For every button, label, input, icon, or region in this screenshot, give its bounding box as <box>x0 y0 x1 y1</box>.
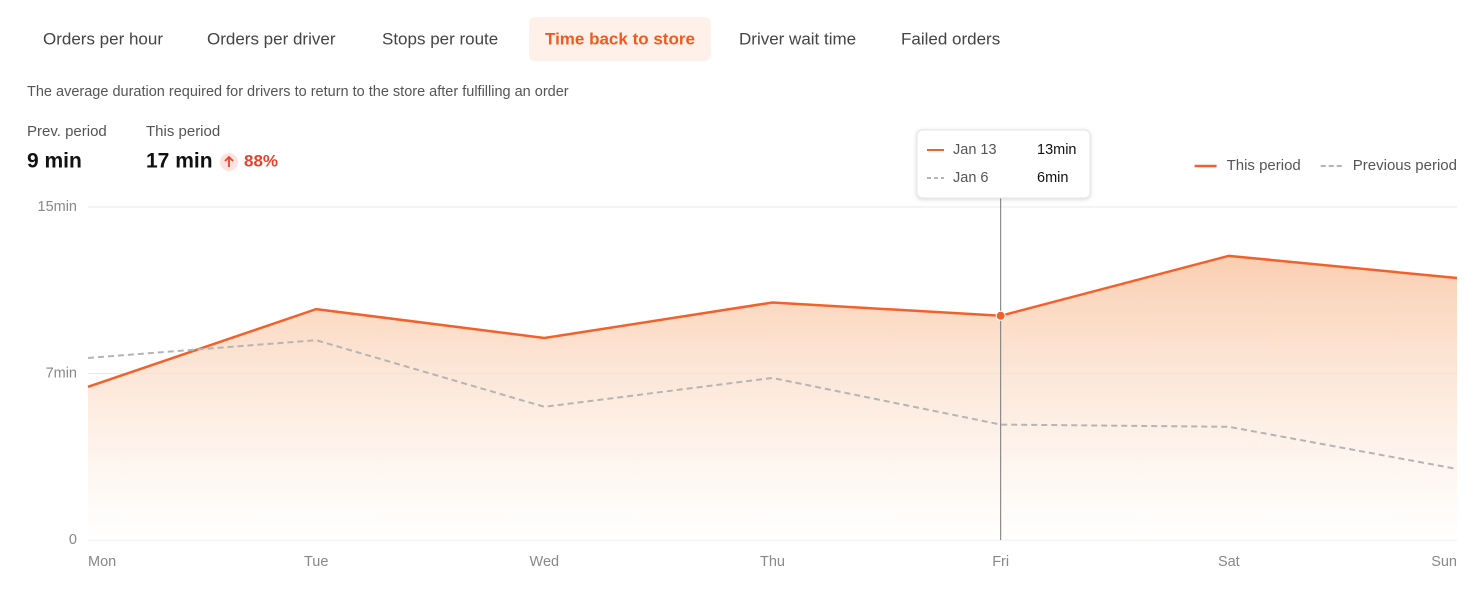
tooltip-value: 6min <box>1037 170 1068 186</box>
prev-label: Prev. period <box>27 123 107 140</box>
this-label: This period <box>146 123 220 140</box>
y-tick-label: 0 <box>69 532 77 548</box>
tab-label[interactable]: Orders per driver <box>207 29 336 48</box>
tab-active-bg <box>529 17 711 61</box>
x-tick-label: Tue <box>304 554 328 570</box>
description: The average duration required for driver… <box>27 84 569 100</box>
up-arrow <box>224 155 234 167</box>
x-tick-label: Thu <box>760 554 785 570</box>
y-tick-label: 7min <box>46 365 77 381</box>
tab-label[interactable]: Stops per route <box>382 29 498 48</box>
tooltip-value: 13min <box>1037 142 1077 158</box>
this-value: 17 min <box>146 150 213 173</box>
tab[interactable]: Orders per driver <box>207 29 336 48</box>
tab[interactable]: Driver wait time <box>739 29 856 48</box>
series-line <box>87 254 1458 389</box>
x-tick-label: Fri <box>992 554 1009 570</box>
area <box>88 255 1457 540</box>
x-tick-label: Sat <box>1218 554 1240 570</box>
tooltip-label: Jan 13 <box>953 142 997 158</box>
x-tick-label: Sun <box>1431 554 1457 570</box>
tab-label[interactable]: Orders per hour <box>43 29 163 48</box>
tab[interactable]: Time back to store <box>529 17 711 61</box>
tab-label[interactable]: Driver wait time <box>739 29 856 48</box>
hover-point <box>995 310 1006 321</box>
x-tick-label: Mon <box>88 554 116 570</box>
change: 88% <box>244 151 278 170</box>
prev-value: 9 min <box>27 150 82 173</box>
legend-label: This period <box>1227 157 1301 174</box>
tab-label[interactable]: Failed orders <box>901 29 1000 48</box>
x-tick-label: Wed <box>530 554 560 570</box>
tab[interactable]: Failed orders <box>901 29 1000 48</box>
tab-label[interactable]: Time back to store <box>545 29 695 48</box>
y-tick-label: 15min <box>38 199 78 215</box>
legend-label: Previous period <box>1353 157 1457 174</box>
tab[interactable]: Orders per hour <box>43 29 163 48</box>
tooltip-label: Jan 6 <box>953 170 988 186</box>
tooltip-box <box>916 129 1091 199</box>
tab[interactable]: Stops per route <box>382 29 498 48</box>
